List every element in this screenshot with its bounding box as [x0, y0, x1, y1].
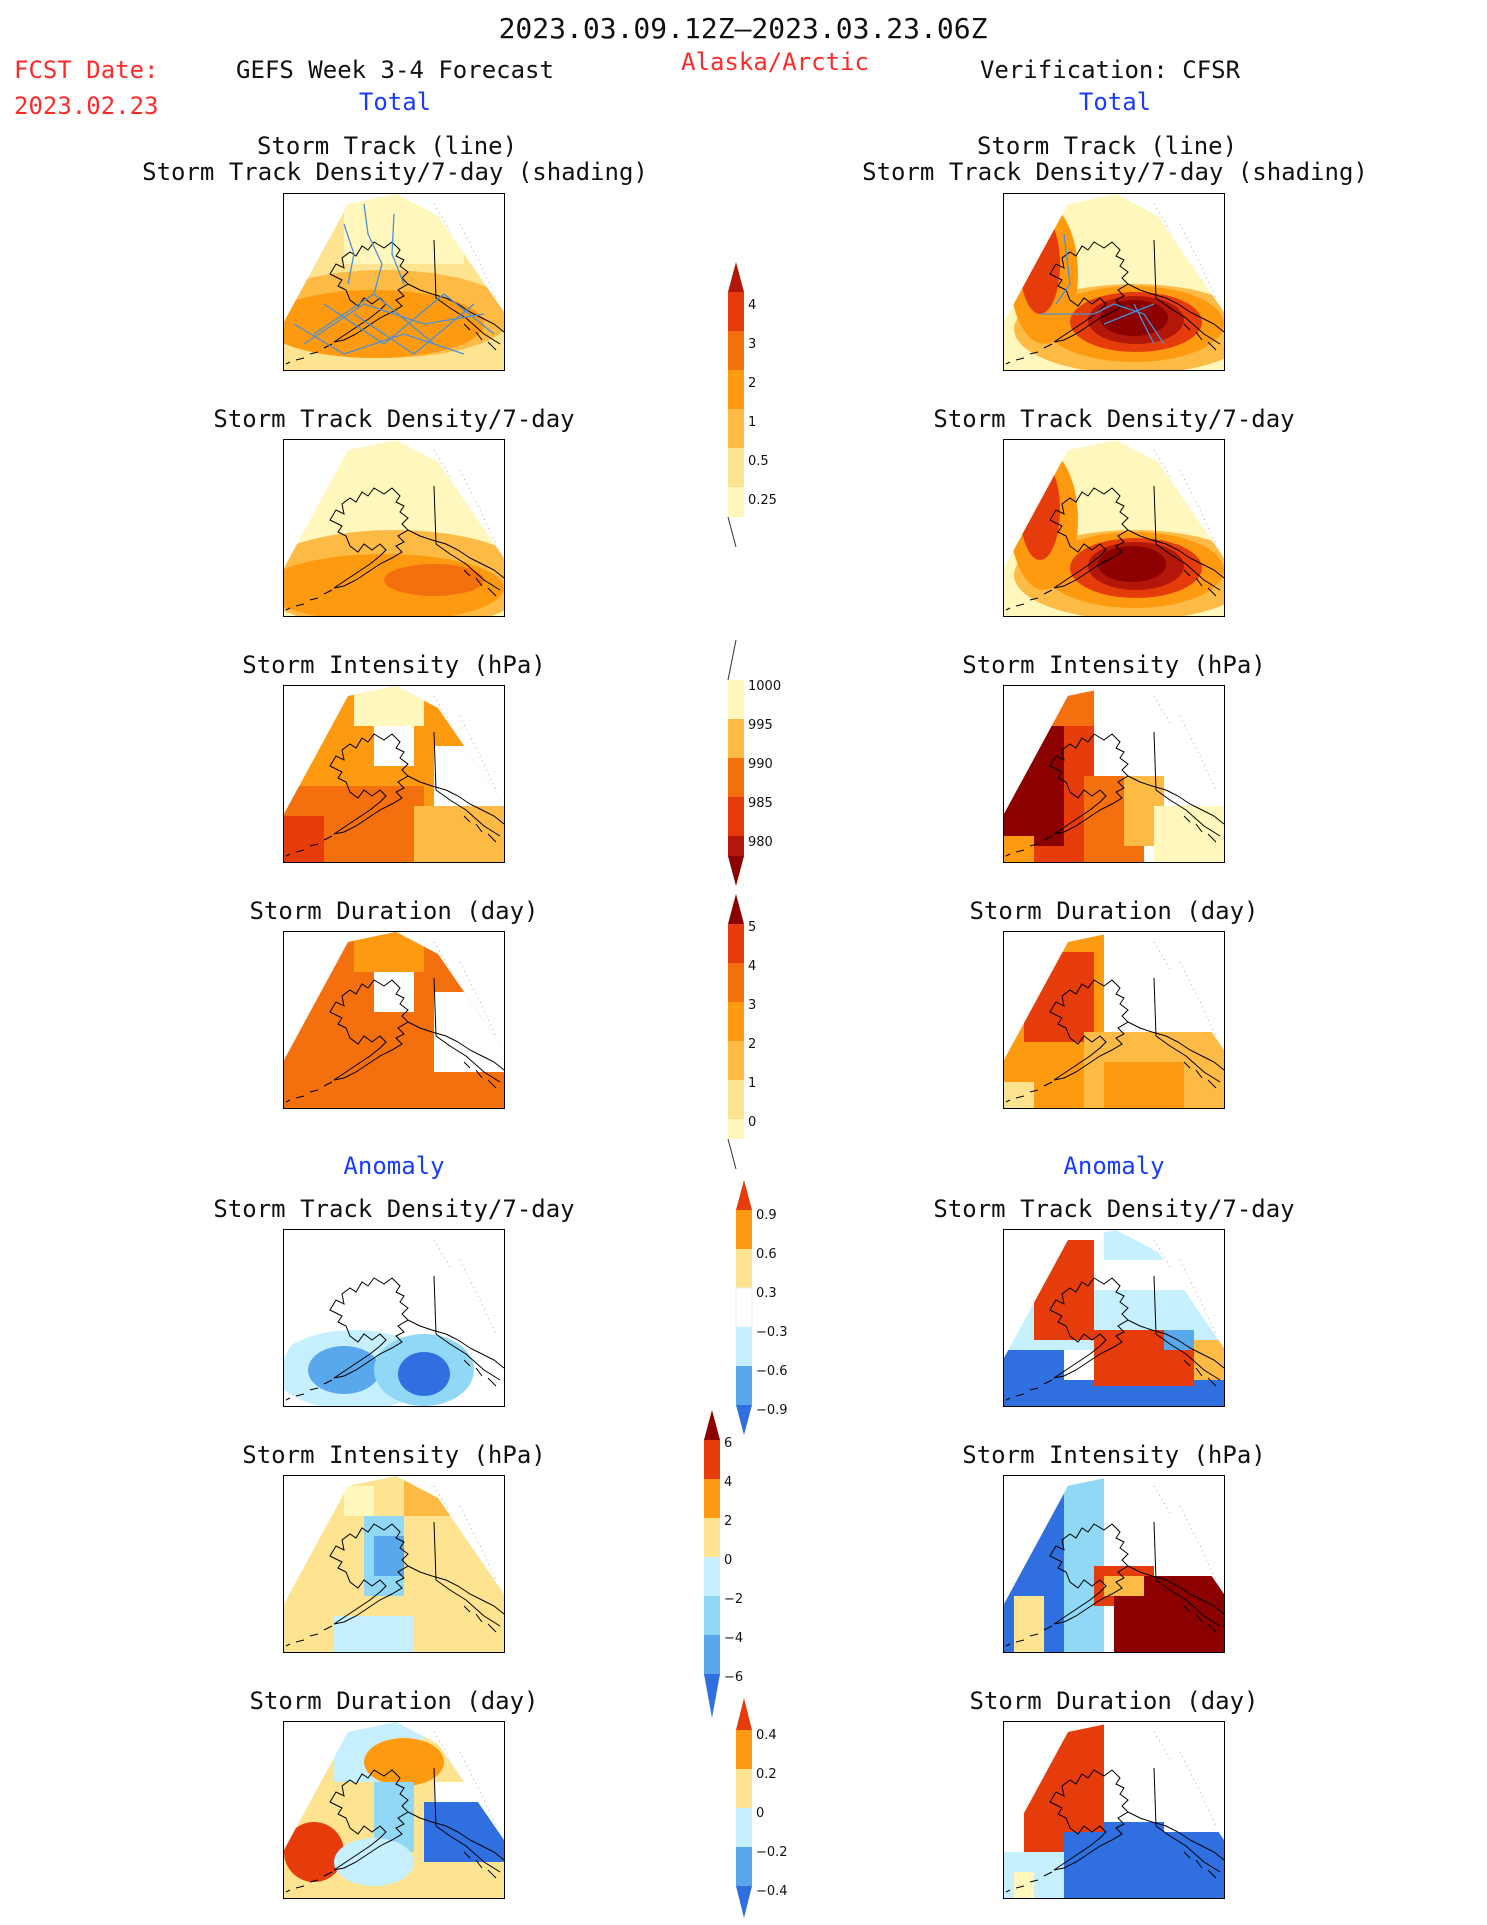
cb-density-tick-4: 0.5: [748, 454, 769, 469]
cb-duration-anom-tick-0: 0.4: [756, 1728, 777, 1743]
left-duration-anom-title: Storm Duration (day): [249, 1687, 539, 1715]
cb-duration-tick-1: 4: [748, 959, 756, 974]
map-verification-intensity: [1003, 685, 1225, 863]
right-total-label: Total: [1078, 88, 1152, 116]
cb-intensity-anom-tick-2: 2: [724, 1514, 732, 1529]
left-track-shading-title: Storm Track Density/7-day (shading): [142, 158, 648, 186]
map-forecast-intensity: [283, 685, 505, 863]
cb-density-anom-tick-2: 0.3: [756, 1286, 777, 1301]
cb-duration-anom-tick-3: −0.2: [756, 1845, 788, 1860]
map-forecast-duration: [283, 931, 505, 1109]
cb-density-anom-tick-5: −0.9: [756, 1403, 788, 1418]
left-intensity-anom-title: Storm Intensity (hPa): [242, 1441, 546, 1469]
cb-duration-tick-2: 3: [748, 998, 756, 1013]
date-range-title: 2023.03.09.12Z–2023.03.23.06Z: [498, 12, 988, 45]
map-verification-track-density: [1003, 193, 1225, 371]
colorbar-intensity-anomaly: 6 4 2 0 −2 −4 −6: [704, 1410, 743, 1718]
right-anomaly-label: Anomaly: [1063, 1152, 1165, 1180]
fcst-date-value: 2023.02.23: [14, 92, 159, 120]
cb-intensity-tick-2: 990: [748, 757, 773, 772]
left-density-anom-title: Storm Track Density/7-day: [213, 1195, 575, 1223]
right-column-title: Verification: CFSR: [979, 56, 1241, 84]
right-intensity-title: Storm Intensity (hPa): [962, 651, 1266, 679]
cb-intensity-anom-tick-6: −6: [724, 1670, 743, 1685]
map-verification-intensity-anomaly: [1003, 1475, 1225, 1653]
cb-intensity-anom-tick-3: 0: [724, 1553, 732, 1568]
map-forecast-track-density: [283, 193, 505, 371]
cb-duration-tick-4: 1: [748, 1076, 756, 1091]
map-forecast-density-anomaly: [283, 1229, 505, 1407]
map-forecast-density: [283, 439, 505, 617]
left-intensity-title: Storm Intensity (hPa): [242, 651, 546, 679]
cb-intensity-tick-3: 985: [748, 796, 773, 811]
right-duration-title: Storm Duration (day): [969, 897, 1259, 925]
map-forecast-duration-anomaly: [283, 1721, 505, 1899]
left-density-title: Storm Track Density/7-day: [213, 405, 575, 433]
cb-density-tick-2: 2: [748, 376, 756, 391]
cb-duration-anom-tick-4: −0.4: [756, 1884, 788, 1899]
colorbar-density-anomaly: 0.9 0.6 0.3 −0.3 −0.6 −0.9: [735, 1180, 788, 1435]
left-column-title: GEFS Week 3-4 Forecast: [236, 56, 554, 84]
cb-density-anom-tick-3: −0.3: [756, 1325, 788, 1340]
left-duration-title: Storm Duration (day): [249, 897, 539, 925]
region-label: Alaska/Arctic: [681, 48, 869, 76]
map-verification-density: [1003, 439, 1225, 617]
colorbar-intensity: 1000 995 990 985 980: [727, 640, 781, 886]
cb-duration-tick-5: 0: [748, 1115, 756, 1130]
cb-intensity-anom-tick-0: 6: [724, 1436, 732, 1451]
right-density-title: Storm Track Density/7-day: [933, 405, 1295, 433]
right-intensity-anom-title: Storm Intensity (hPa): [962, 1441, 1266, 1469]
cb-density-tick-3: 1: [748, 415, 756, 430]
right-density-anom-title: Storm Track Density/7-day: [933, 1195, 1295, 1223]
right-track-line-title: Storm Track (line): [976, 132, 1238, 160]
left-anomaly-label: Anomaly: [343, 1152, 445, 1180]
cb-duration-anom-tick-2: 0: [756, 1806, 764, 1821]
cb-density-tick-5: 0.25: [748, 493, 777, 508]
colorbar-duration-anomaly: 0.4 0.2 0 −0.2 −0.4: [736, 1698, 788, 1918]
cb-intensity-anom-tick-5: −4: [724, 1631, 743, 1646]
map-forecast-intensity-anomaly: [283, 1475, 505, 1653]
map-verification-duration-anomaly: [1003, 1721, 1225, 1899]
map-verification-duration: [1003, 931, 1225, 1109]
colorbar-density: 4 3 2 1 0.5 0.25: [727, 262, 777, 548]
left-track-line-title: Storm Track (line): [256, 132, 518, 160]
cb-intensity-tick-4: 980: [748, 835, 773, 850]
cb-intensity-tick-0: 1000: [748, 679, 781, 694]
cb-duration-tick-3: 2: [748, 1037, 756, 1052]
cb-intensity-tick-1: 995: [748, 718, 773, 733]
cb-duration-anom-tick-1: 0.2: [756, 1767, 777, 1782]
cb-density-anom-tick-4: −0.6: [756, 1364, 788, 1379]
cb-intensity-anom-tick-1: 4: [724, 1475, 732, 1490]
cb-density-anom-tick-1: 0.6: [756, 1247, 777, 1262]
right-duration-anom-title: Storm Duration (day): [969, 1687, 1259, 1715]
right-track-shading-title: Storm Track Density/7-day (shading): [862, 158, 1368, 186]
fcst-date-label: FCST Date:: [14, 56, 159, 84]
cb-intensity-anom-tick-4: −2: [724, 1592, 743, 1607]
map-verification-density-anomaly: [1003, 1229, 1225, 1407]
cb-density-anom-tick-0: 0.9: [756, 1208, 777, 1223]
colorbar-duration: 5 4 3 2 1 0: [727, 894, 756, 1170]
left-total-label: Total: [358, 88, 432, 116]
cb-density-tick-0: 4: [748, 298, 756, 313]
cb-duration-tick-0: 5: [748, 920, 756, 935]
cb-density-tick-1: 3: [748, 337, 756, 352]
